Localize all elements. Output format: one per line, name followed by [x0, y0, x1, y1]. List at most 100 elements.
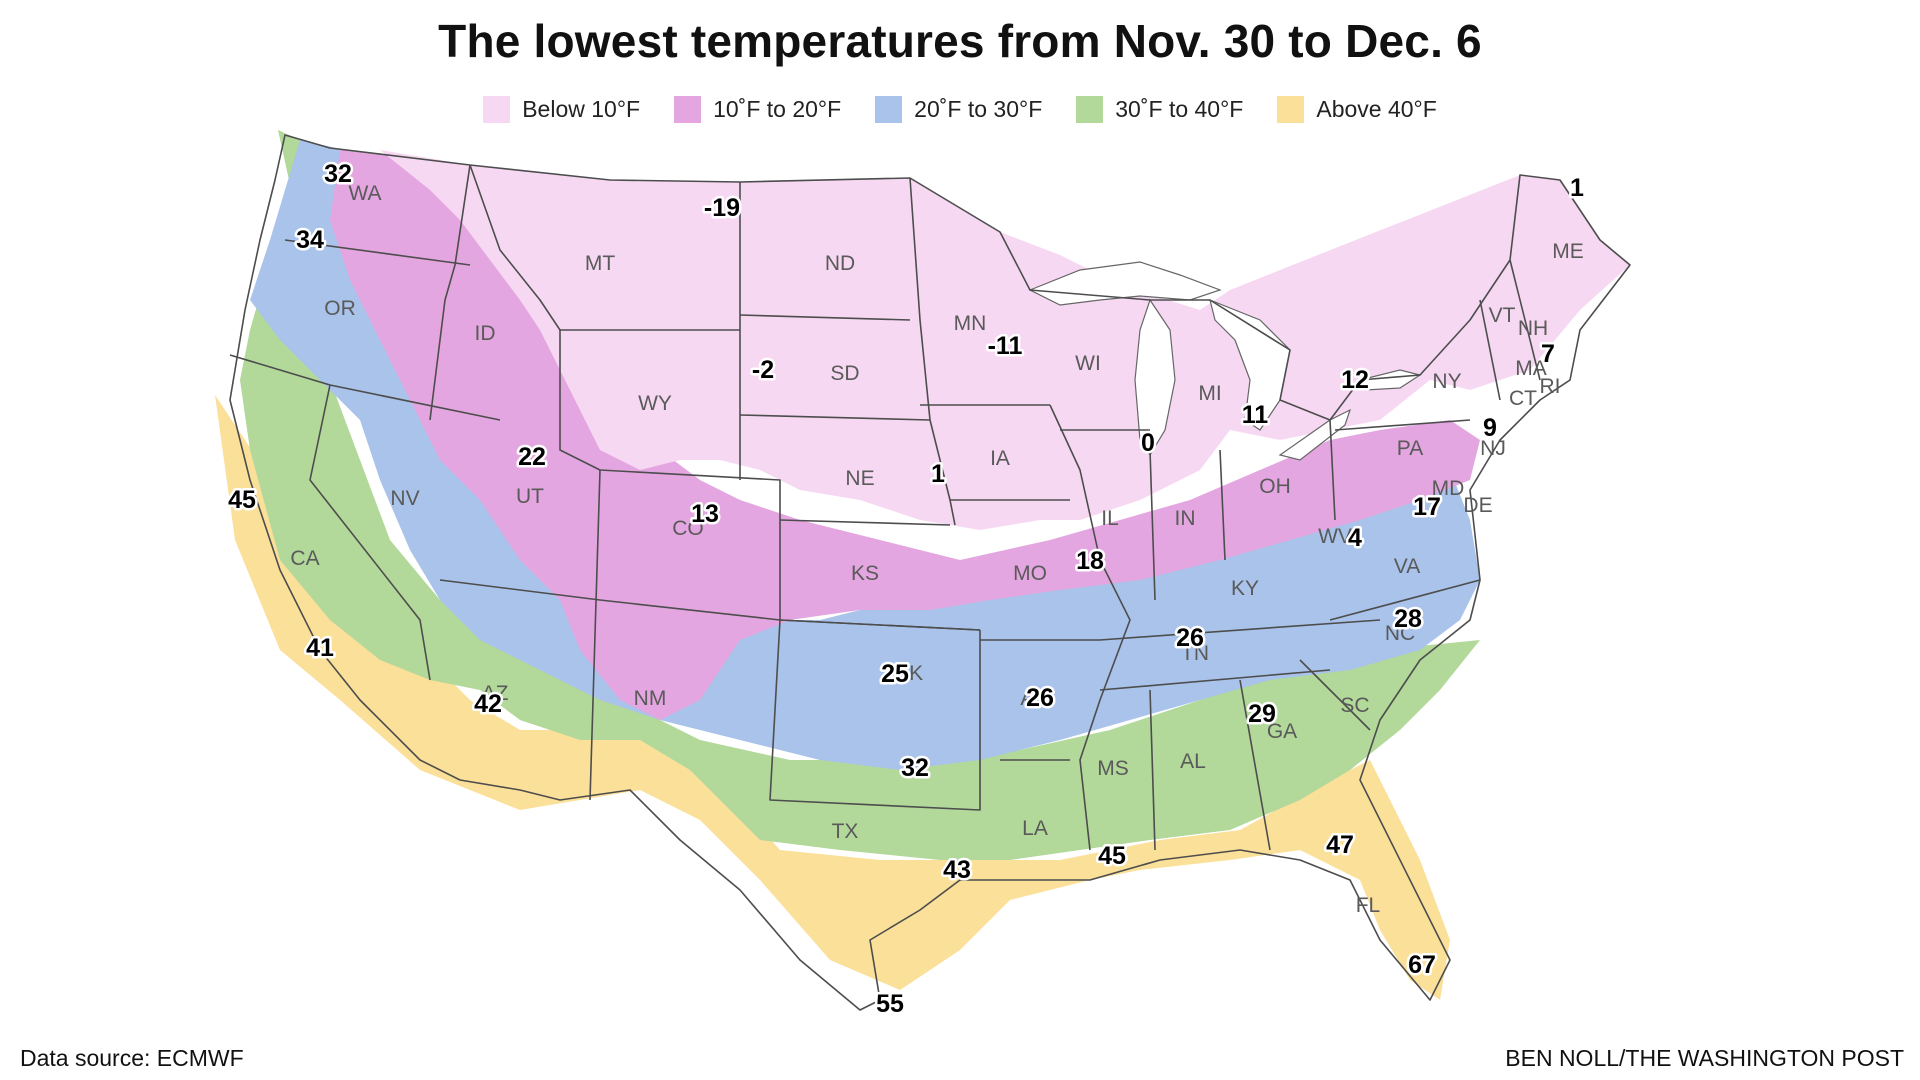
temp-label: -11 — [988, 332, 1023, 360]
state-label-wy: WY — [638, 392, 672, 415]
state-label-nd: ND — [825, 252, 855, 275]
state-boundaries — [229, 134, 1631, 1011]
legend-swatch — [674, 96, 702, 123]
legend-item-20-30: 20˚F to 30°F — [875, 96, 1042, 123]
lake-huron — [1209, 299, 1291, 431]
state-label-sc: SC — [1340, 694, 1369, 717]
state-label-in: IN — [1175, 507, 1196, 530]
legend-label: 30˚F to 40°F — [1115, 96, 1244, 122]
temp-label: 42 — [474, 690, 502, 718]
line-ne-ks — [779, 519, 951, 526]
state-label-mt: MT — [585, 252, 615, 275]
state-label-az: AZ — [482, 682, 509, 705]
line-ga-sc — [1299, 659, 1371, 731]
temp-label: 7 — [1541, 340, 1555, 368]
state-label-tx: TX — [832, 820, 859, 843]
band-10-20 — [330, 150, 1480, 720]
state-label-ms: MS — [1097, 757, 1129, 780]
state-label-wa: WA — [348, 182, 381, 205]
line-sd-ne — [739, 414, 931, 421]
legend-item-above-40: Above 40°F — [1277, 96, 1437, 123]
state-label-ca: CA — [290, 547, 319, 570]
line-al-ga — [1239, 679, 1271, 851]
line-oh-pa — [1329, 419, 1336, 521]
state-label-wv: WV — [1318, 525, 1352, 548]
state-label-al: AL — [1180, 750, 1206, 773]
state-label-ky: KY — [1231, 577, 1259, 600]
state-label-or: OR — [324, 297, 356, 320]
temp-label: -19 — [704, 194, 740, 222]
temp-label: 32 — [901, 754, 929, 782]
state-label-sd: SD — [830, 362, 859, 385]
band-above-40 — [215, 395, 1450, 1000]
us-outline — [229, 134, 1631, 1011]
legend-label: 10˚F to 20°F — [713, 96, 842, 122]
credit-line: BEN NOLL/THE WASHINGTON POST — [1505, 1045, 1904, 1071]
temp-label: 18 — [1076, 547, 1104, 575]
line-ca-nv — [309, 384, 431, 681]
state-label-oh: OH — [1259, 475, 1291, 498]
temp-label: 1 — [1570, 174, 1584, 202]
state-label-ia: IA — [990, 447, 1010, 470]
temp-label: 29 — [1248, 700, 1276, 728]
state-label-nv: NV — [390, 487, 419, 510]
legend-swatch — [1076, 96, 1104, 123]
state-label-ar: AR — [1020, 687, 1049, 710]
temp-label: 17 — [1413, 493, 1441, 521]
line-mn-west — [909, 177, 956, 526]
state-label-ne: NE — [845, 467, 874, 490]
state-label-mi: MI — [1198, 382, 1221, 405]
state-label-id: ID — [475, 322, 496, 345]
legend-item-10-20: 10˚F to 20°F — [674, 96, 841, 123]
temp-label: 43 — [943, 856, 971, 884]
temp-label: 13 — [691, 500, 719, 528]
temp-label: 12 — [1341, 366, 1369, 394]
state-label-co: CO — [672, 517, 704, 540]
lake-ontario — [1359, 369, 1422, 391]
line-pa-ny — [1334, 419, 1471, 431]
state-label-ct: CT — [1509, 387, 1537, 410]
line-va-nc — [1329, 579, 1481, 621]
state-label-va: VA — [1394, 555, 1420, 578]
state-label-pa: PA — [1397, 437, 1423, 460]
line-nd-sd — [739, 314, 911, 321]
temp-label: 32 — [324, 160, 352, 188]
temp-label: 34 — [296, 226, 324, 254]
temp-label: 45 — [1098, 842, 1126, 870]
temp-label: 11 — [1242, 401, 1269, 429]
legend-item-below-10: Below 10°F — [483, 96, 640, 123]
line-mississippi-river — [1049, 404, 1131, 851]
line-tn-south — [1099, 669, 1331, 691]
legend-label: 20˚F to 30°F — [914, 96, 1043, 122]
state-label-fl: FL — [1356, 894, 1381, 917]
temp-label: 22 — [518, 443, 546, 471]
state-labels: WA OR CA ID NV MT WY UT AZ CO NM ND SD N… — [290, 182, 1583, 917]
legend-label: Above 40°F — [1316, 96, 1437, 122]
temp-label: 67 — [1408, 951, 1436, 979]
state-label-ga: GA — [1267, 720, 1297, 743]
temp-label: 45 — [228, 486, 256, 514]
temperature-labels: 32 34 45 41 42 22 13 -19 -2 1 -11 0 18 2… — [226, 158, 1587, 1021]
line-il-in — [1149, 449, 1156, 601]
temp-label: 9 — [1483, 414, 1497, 442]
map-title: The lowest temperatures from Nov. 30 to … — [438, 15, 1482, 67]
legend: Below 10°F 10˚F to 20°F 20˚F to 30°F 30˚… — [0, 96, 1920, 123]
legend-item-30-40: 30˚F to 40°F — [1076, 96, 1243, 123]
line-ks-ok — [779, 619, 981, 631]
state-label-ks: KS — [851, 562, 879, 585]
line-mt-id — [469, 164, 561, 331]
state-label-tn: TN — [1181, 642, 1209, 665]
state-label-de: DE — [1463, 494, 1492, 517]
temperature-bands — [215, 130, 1630, 1000]
state-label-ok: OK — [893, 662, 923, 685]
band-30-40 — [240, 130, 1480, 860]
band-below-10 — [380, 150, 1630, 530]
temp-label: -2 — [752, 356, 774, 384]
legend-swatch — [483, 96, 511, 123]
temp-label: 55 — [876, 990, 904, 1018]
state-label-nj: NJ — [1480, 437, 1506, 460]
line-ny-ne — [1479, 299, 1501, 401]
temp-label: 26 — [1026, 684, 1054, 712]
state-label-ut: UT — [516, 485, 544, 508]
